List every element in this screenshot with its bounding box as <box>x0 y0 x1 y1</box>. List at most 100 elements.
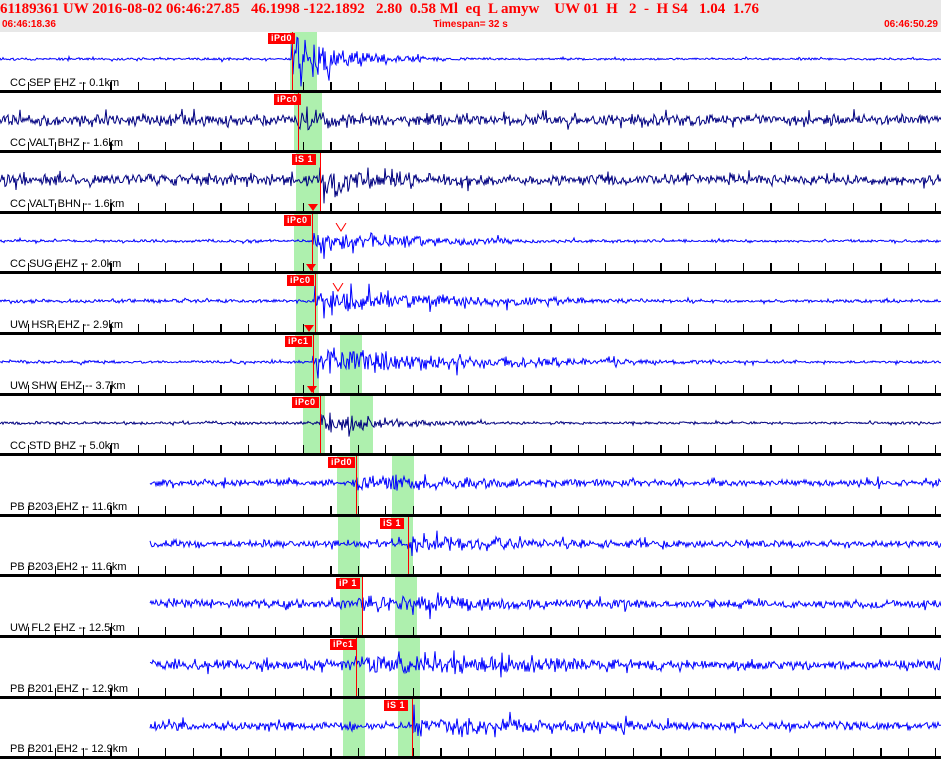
time-tick <box>440 142 442 153</box>
pick-marker-filled <box>304 325 314 332</box>
time-tick <box>440 627 442 638</box>
time-tick <box>660 263 662 274</box>
phase-pick-line[interactable] <box>356 638 357 696</box>
phase-pick-label[interactable]: iPc0 <box>292 397 319 408</box>
phase-pick-label[interactable]: iP 1 <box>336 578 360 589</box>
time-tick <box>523 142 524 150</box>
phase-pick-line[interactable] <box>312 214 313 271</box>
time-tick <box>798 627 799 635</box>
time-tick <box>495 688 496 696</box>
phase-pick-line[interactable] <box>298 93 299 150</box>
trace-row[interactable]: iP 1 UW FL2 EHZ -- 12.5km <box>0 577 941 638</box>
time-tick <box>798 203 799 211</box>
trace-row[interactable]: iPc1 UW SHW EHZ -- 3.7km <box>0 335 941 396</box>
time-tick <box>688 263 689 271</box>
trace-row[interactable]: iPc0 CC STD BHZ -- 5.0km <box>0 396 941 456</box>
time-tick <box>523 445 524 453</box>
time-tick <box>798 566 799 574</box>
pick-marker-filled <box>307 386 317 393</box>
phase-pick-label[interactable]: iPd0 <box>328 457 356 468</box>
time-tick <box>110 627 112 638</box>
trace-row[interactable]: iPc0 CC SUG EHZ -- 2.0km <box>0 214 941 274</box>
time-tick <box>413 263 414 271</box>
time-tick <box>550 506 552 517</box>
time-tick <box>715 506 716 514</box>
time-tick <box>303 566 304 574</box>
trace-row[interactable]: iPc0 UW HSR EHZ -- 2.9km <box>0 274 941 335</box>
time-tick <box>660 82 662 93</box>
time-tick <box>110 263 112 274</box>
time-tick <box>385 142 386 150</box>
time-tick <box>165 263 166 271</box>
time-tick <box>165 142 166 150</box>
phase-pick-label[interactable]: iPc0 <box>284 215 311 226</box>
phase-pick-label[interactable]: iPd0 <box>268 33 296 44</box>
time-tick <box>550 688 552 699</box>
phase-pick-line[interactable] <box>320 396 321 453</box>
time-tick <box>495 445 496 453</box>
phase-pick-line[interactable] <box>313 335 314 393</box>
time-tick <box>385 627 386 635</box>
time-tick <box>523 688 524 696</box>
trace-row[interactable]: iPd0 PB B203 EHZ -- 11.6km <box>0 456 941 517</box>
time-tick <box>880 263 882 274</box>
time-tick <box>743 506 744 514</box>
time-tick <box>523 263 524 271</box>
time-tick <box>578 688 579 696</box>
pick-marker-filled <box>306 264 316 271</box>
time-tick <box>385 324 386 332</box>
time-tick <box>633 688 634 696</box>
time-tick <box>880 82 882 93</box>
time-tick <box>523 203 524 211</box>
time-tick <box>303 142 304 150</box>
phase-pick-line[interactable] <box>356 456 357 514</box>
time-tick <box>715 445 716 453</box>
time-tick <box>28 203 29 211</box>
time-tick <box>220 385 222 396</box>
time-tick <box>330 142 332 153</box>
trace-panel[interactable]: iPd0 CC SEP EHZ -- 0.1km iPc0 CC VALT BHZ -… <box>0 32 941 760</box>
trace-row[interactable]: iPc0 CC VALT BHZ -- 1.6km <box>0 93 941 153</box>
time-tick <box>523 748 524 756</box>
time-tick <box>798 263 799 271</box>
channel-label: PB B201 EHZ -- 12.9km <box>10 683 128 695</box>
time-tick <box>770 385 772 396</box>
phase-pick-line[interactable] <box>412 699 413 756</box>
phase-pick-label[interactable]: iPc1 <box>285 336 312 347</box>
trace-row[interactable]: iS 1 PB B201 EH2 -- 12.9km <box>0 699 941 759</box>
time-tick <box>330 385 332 396</box>
trace-separator <box>0 332 941 335</box>
phase-pick-line[interactable] <box>292 32 293 90</box>
phase-pick-line[interactable] <box>362 577 363 635</box>
time-tick <box>83 445 84 453</box>
time-tick <box>193 627 194 635</box>
time-tick <box>468 385 469 393</box>
phase-pick-line[interactable] <box>408 517 409 574</box>
time-tick <box>468 142 469 150</box>
time-tick <box>578 82 579 90</box>
time-tick <box>413 506 414 514</box>
phase-pick-label[interactable]: iPc0 <box>274 94 301 105</box>
time-tick <box>330 627 332 638</box>
time-tick <box>743 445 744 453</box>
time-tick <box>413 566 414 574</box>
phase-pick-label[interactable]: iS 1 <box>292 154 317 165</box>
phase-window-highlight <box>338 517 360 577</box>
phase-pick-label[interactable]: iPc0 <box>287 275 314 286</box>
waveform-trace <box>0 347 941 379</box>
trace-row[interactable]: iPc1 PB B201 EHZ -- 12.9km <box>0 638 941 699</box>
trace-row[interactable]: iS 1 CC VALT BHN -- 1.6km <box>0 153 941 214</box>
time-tick <box>440 203 442 214</box>
phase-pick-label[interactable]: iS 1 <box>384 700 409 711</box>
waveform-trace <box>0 106 941 131</box>
trace-row[interactable]: iPd0 CC SEP EHZ -- 0.1km <box>0 32 941 93</box>
trace-row[interactable]: iS 1 PB B203 EH2 -- 11.6km <box>0 517 941 577</box>
phase-pick-label[interactable]: iS 1 <box>380 518 405 529</box>
time-tick <box>880 203 882 214</box>
phase-pick-label[interactable]: iPc1 <box>330 639 357 650</box>
phase-pick-line[interactable] <box>315 274 316 332</box>
time-tick <box>660 324 662 335</box>
time-tick <box>495 324 496 332</box>
phase-pick-line[interactable] <box>320 153 321 211</box>
time-tick <box>550 82 552 93</box>
